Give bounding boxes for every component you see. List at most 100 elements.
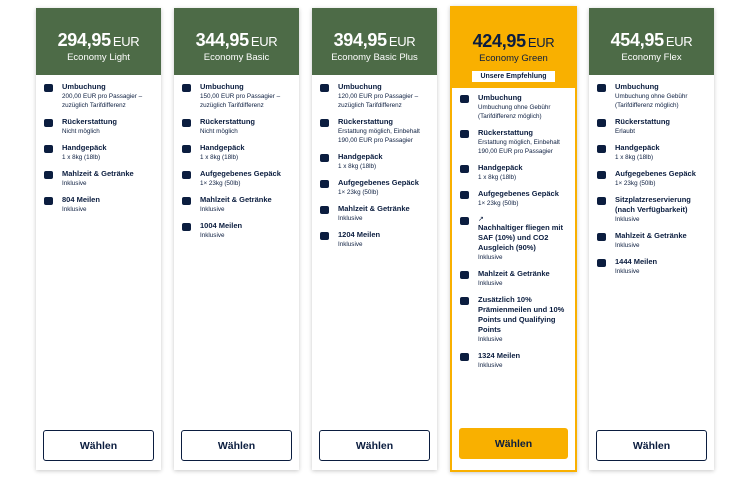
feature-icon — [460, 297, 469, 305]
feature-text: 1004 Meilen Inklusive — [200, 221, 293, 240]
feature-text: Sitzplatzreservierung (nach Verfügbarkei… — [615, 195, 708, 224]
feature-desc: 1 x 8kg (18lb) — [200, 154, 239, 161]
feature-title: Mahlzeit & Getränke — [615, 231, 687, 240]
feature-desc: Inklusive — [62, 206, 87, 213]
currency: EUR — [527, 35, 555, 50]
feature: Rückerstattung Erstattung möglich, Einbeh… — [460, 128, 571, 156]
feature: 804 Meilen Inklusive — [44, 195, 157, 214]
feature-title: Aufgegebenes Gepäck — [338, 178, 419, 187]
feature-desc: 120,00 EUR pro Passagier – zuzüglich Tar… — [338, 93, 419, 109]
feature-desc: Inklusive — [478, 336, 503, 343]
select-button[interactable]: Wählen — [181, 430, 292, 461]
feature-icon — [182, 171, 191, 179]
feature-icon — [182, 145, 191, 153]
badge: Unsere Empfehlung — [471, 70, 556, 83]
select-button[interactable]: Wählen — [43, 430, 154, 461]
feature-title: Handgepäck — [338, 152, 383, 161]
feature-text: Rückerstattung Nicht möglich — [62, 117, 155, 136]
feature: Sitzplatzreservierung (nach Verfügbarkei… — [597, 195, 710, 224]
feature-desc: 1 x 8kg (18lb) — [478, 174, 517, 181]
select-button[interactable]: Wählen — [596, 430, 707, 461]
feature-text: ↗ Nachhaltiger fliegen mit SAF (10%) und … — [478, 215, 571, 262]
feature-title: Rückerstattung — [338, 117, 394, 126]
feature-title: Umbuchung — [478, 93, 522, 102]
feature-desc: 1 x 8kg (18lb) — [62, 154, 101, 161]
feature-icon — [460, 130, 469, 138]
feature-desc: 1× 23kg (50lb) — [615, 180, 656, 187]
feature-text: Handgepäck 1 x 8kg (18lb) — [338, 152, 431, 171]
feature: Rückerstattung Erstattung möglich, Einbeh… — [320, 117, 433, 145]
feature-text: Mahlzeit & Getränke Inklusive — [200, 195, 293, 214]
price: 454,95 — [610, 30, 665, 50]
feature: Handgepäck 1 x 8kg (18lb) — [44, 143, 157, 162]
feature-desc: Inklusive — [200, 232, 225, 239]
feature-icon — [597, 197, 606, 205]
feature-icon — [597, 233, 606, 241]
fare-card: 294,95 EUR Economy Light Umbuchung 200,00 EU… — [36, 8, 161, 470]
feature-desc: Inklusive — [62, 180, 87, 187]
feature: Aufgegebenes Gepäck 1× 23kg (50lb) — [320, 178, 433, 197]
feature-text: Handgepäck 1 x 8kg (18lb) — [200, 143, 293, 162]
feature-desc: Nicht möglich — [62, 128, 100, 135]
feature: Rückerstattung Nicht möglich — [182, 117, 295, 136]
feature: Zusätzlich 10% Prämienmeilen und 10% Poi… — [460, 295, 571, 344]
price-line: 394,95 EUR — [312, 30, 437, 51]
feature-text: Aufgegebenes Gepäck 1× 23kg (50lb) — [615, 169, 708, 188]
feature-desc: Inklusive — [338, 215, 363, 222]
price-line: 454,95 EUR — [589, 30, 714, 51]
feature: Mahlzeit & Getränke Inklusive — [597, 231, 710, 250]
feature-title: 1324 Meilen — [478, 351, 521, 360]
feature: Handgepäck 1 x 8kg (18lb) — [597, 143, 710, 162]
feature-icon — [460, 271, 469, 279]
feature-desc: 1× 23kg (50lb) — [478, 200, 519, 207]
card-header: 344,95 EUR Economy Basic — [174, 8, 299, 75]
feature: 1324 Meilen Inklusive — [460, 351, 571, 370]
feature-desc: Inklusive — [478, 280, 503, 287]
feature-icon — [182, 223, 191, 231]
feature-desc: Nicht möglich — [200, 128, 238, 135]
feature-title: Umbuchung — [62, 82, 106, 91]
feature: Handgepäck 1 x 8kg (18lb) — [182, 143, 295, 162]
price: 394,95 — [333, 30, 388, 50]
feature-title: Handgepäck — [62, 143, 107, 152]
feature-title: Handgepäck — [200, 143, 245, 152]
feature-icon — [320, 232, 329, 240]
feature-icon — [44, 197, 53, 205]
feature-text: Aufgegebenes Gepäck 1× 23kg (50lb) — [338, 178, 431, 197]
feature-desc: Umbuchung ohne Gebühr (Tarifdifferenz mö… — [478, 104, 551, 120]
feature-desc: 1 x 8kg (18lb) — [338, 163, 377, 170]
feature: Aufgegebenes Gepäck 1× 23kg (50lb) — [182, 169, 295, 188]
feature-icon — [44, 145, 53, 153]
feature: Aufgegebenes Gepäck 1× 23kg (50lb) — [597, 169, 710, 188]
feature-text: Rückerstattung Erstattung möglich, Einbeh… — [478, 128, 571, 156]
feature-desc: Inklusive — [615, 242, 640, 249]
price: 344,95 — [195, 30, 250, 50]
feature-text: Umbuchung Umbuchung ohne Gebühr (Tarifdif… — [615, 82, 708, 110]
feature-text: Mahlzeit & Getränke Inklusive — [338, 204, 431, 223]
feature-text: Mahlzeit & Getränke Inklusive — [615, 231, 708, 250]
feature-desc: Inklusive — [615, 268, 640, 275]
feature-icon — [320, 206, 329, 214]
feature-title: Mahlzeit & Getränke — [338, 204, 410, 213]
feature-title: 1444 Meilen — [615, 257, 658, 266]
feature-icon — [320, 84, 329, 92]
feature-icon — [44, 171, 53, 179]
price-line: 424,95 EUR — [452, 31, 575, 52]
feature-icon — [182, 84, 191, 92]
feature-text: Umbuchung 150,00 EUR pro Passagier – zuzü… — [200, 82, 293, 110]
feature: Mahlzeit & Getränke Inklusive — [460, 269, 571, 288]
select-button[interactable]: Wählen — [459, 428, 568, 459]
feature-title: Umbuchung — [338, 82, 382, 91]
feature: Aufgegebenes Gepäck 1× 23kg (50lb) — [460, 189, 571, 208]
feature: ↗ Nachhaltiger fliegen mit SAF (10%) und … — [460, 215, 571, 262]
select-button[interactable]: Wählen — [319, 430, 430, 461]
feature-text: Rückerstattung Erstattung möglich, Einbeh… — [338, 117, 431, 145]
feature-icon — [320, 154, 329, 162]
feature-text: Mahlzeit & Getränke Inklusive — [478, 269, 571, 288]
feature-text: Umbuchung 120,00 EUR pro Passagier – zuzü… — [338, 82, 431, 110]
feature-desc: Inklusive — [478, 362, 503, 369]
feature-title: 1004 Meilen — [200, 221, 243, 230]
feature-icon — [597, 119, 606, 127]
feature: Mahlzeit & Getränke Inklusive — [182, 195, 295, 214]
feature-title: Handgepäck — [615, 143, 660, 152]
